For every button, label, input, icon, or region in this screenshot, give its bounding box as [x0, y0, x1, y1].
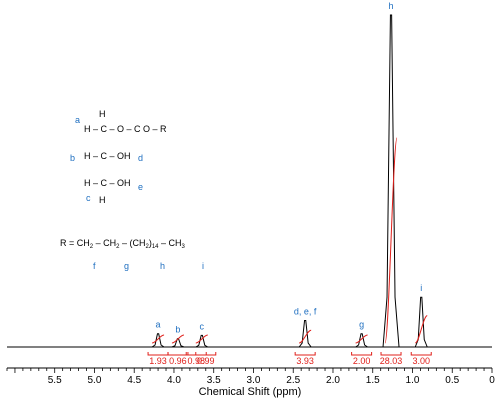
peak-label: c: [200, 321, 205, 331]
r-group-sub1: 2: [89, 244, 94, 250]
structure-label-e: e: [138, 182, 144, 192]
spectrum-peak: [355, 333, 368, 348]
x-tick-label: 5.5: [48, 375, 62, 386]
r-label-f: f: [93, 261, 96, 271]
x-tick-label: 1.5: [366, 375, 380, 386]
integral-value: 3.00: [412, 356, 430, 366]
structure-line-2-text: H – C – O – C O – R: [84, 124, 167, 134]
integral-curve: [414, 315, 428, 344]
x-tick-label: 0.5: [445, 375, 459, 386]
r-group-sub2: 2: [116, 244, 120, 250]
structure-line-2: H – C – O – C O – R: [84, 124, 167, 134]
integral-bracket: [410, 352, 432, 356]
structure-label-a: a: [75, 115, 81, 125]
integral-curve: [355, 334, 368, 344]
integral-curve: [195, 334, 208, 344]
x-tick-label: 0: [489, 375, 495, 386]
integral-bracket: [351, 352, 373, 356]
x-tick-label: 1.0: [406, 375, 420, 386]
structure-line-5: H: [99, 195, 106, 205]
x-tick-label: 5.0: [88, 375, 102, 386]
structure-line-1: H: [99, 109, 106, 119]
structure-label-b: b: [70, 153, 76, 163]
spectrum-peak: [151, 333, 165, 348]
structure-label-c: c: [86, 193, 91, 203]
integral-value: 2.00: [353, 356, 371, 366]
r-group-sub5: 3: [181, 244, 185, 250]
spectrum-peak: [382, 14, 400, 348]
x-tick-label: 3.5: [207, 375, 221, 386]
peak-label: b: [175, 325, 180, 335]
r-group-formula: R = CH2 – CH2 – (CH2)14 – CH3: [60, 238, 185, 250]
structure-line-3: H – C – OH: [84, 151, 131, 161]
integral-layer: 1.93 0.96 0.980.99 3.93 2.00 28.03 3.00: [147, 137, 432, 366]
r-label-i: i: [202, 261, 204, 271]
integral-value: 3.93: [296, 356, 314, 366]
integral-bracket: [380, 352, 402, 356]
integral-value: 0.98: [187, 356, 205, 366]
r-label-h: h: [160, 261, 166, 271]
integral-value: 28.03: [380, 356, 403, 366]
integral-curve: [298, 329, 312, 344]
x-tick-label: 2.5: [286, 375, 300, 386]
peak-label: i: [420, 283, 422, 293]
integral-value: 0.96: [169, 356, 187, 366]
integral-value: 1.93: [149, 356, 167, 366]
spectrum-peak: [195, 334, 209, 348]
structure-line-4: H – C – OH: [84, 178, 131, 188]
r-group-sub3: 2: [145, 244, 149, 250]
r-group-mid3: ): [148, 238, 152, 248]
x-tick-label: 2.0: [326, 375, 340, 386]
x-axis-title: Chemical Shift (ppm): [198, 386, 302, 398]
r-group-mid1: – CH: [93, 238, 117, 248]
r-group-mid4: – CH: [158, 238, 182, 248]
r-group-mid2: – (CH: [119, 238, 146, 248]
peak-label: g: [359, 320, 364, 330]
integral-value: 0.99: [197, 356, 215, 366]
r-label-g: g: [124, 261, 130, 271]
integral-bracket: [294, 352, 316, 356]
peak-label: d, e, f: [294, 306, 317, 316]
r-group-prefix: R = CH: [60, 238, 90, 248]
integral-curve: [171, 334, 185, 344]
r-group-sub4: 14: [151, 244, 159, 250]
integral-bracket: [195, 352, 217, 356]
spectrum-peak: [414, 296, 428, 348]
peak-label: a: [156, 320, 161, 330]
x-tick-label: 4.5: [127, 375, 141, 386]
spectrum-peak: [298, 319, 312, 348]
integral-curve: [384, 137, 398, 344]
spectrum-layer: [7, 14, 492, 348]
peak-label-layer: a b c d, e, f g h i: [156, 1, 423, 335]
integral-bracket: [147, 352, 169, 356]
structure-label-d: d: [138, 153, 144, 163]
integral-curve: [151, 334, 165, 344]
x-axis: 5.5 5.0 4.5 4.0 3.5 3.0 2.5 2.0 1.5 1.0 0.5 0: [6, 367, 495, 386]
x-tick-label: 4.0: [167, 375, 181, 386]
peak-label: h: [389, 1, 394, 11]
x-tick-label: 3.0: [247, 375, 261, 386]
integral-bracket: [167, 352, 189, 356]
